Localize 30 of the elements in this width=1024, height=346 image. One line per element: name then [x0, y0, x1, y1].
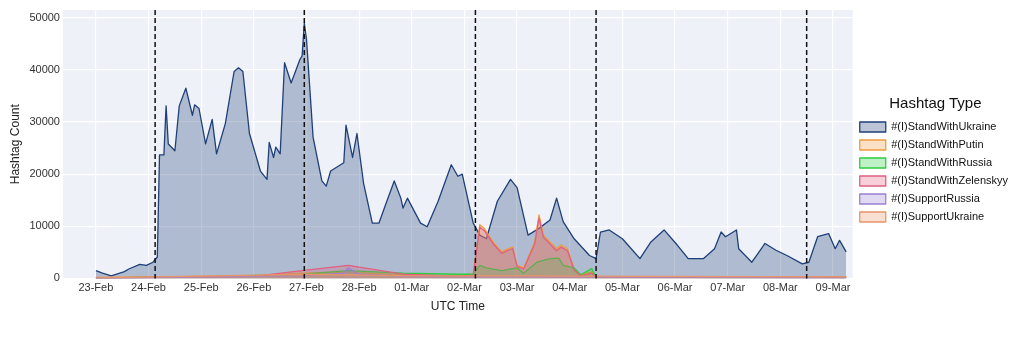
legend-label: #(I)SupportUkraine — [891, 210, 985, 223]
legend-label: #(I)StandWithUkraine — [891, 120, 997, 133]
x-tick-label: 07-Mar — [710, 281, 746, 294]
x-tick-label: 01-Mar — [394, 281, 430, 294]
y-tick-label: 40000 — [29, 62, 60, 75]
x-tick-label: 28-Feb — [341, 281, 377, 294]
x-tick-label: 09-Mar — [815, 281, 851, 294]
x-tick-label: 04-Mar — [552, 281, 588, 294]
legend-label: #(I)StandWithPutin — [891, 138, 984, 151]
x-tick-label: 24-Feb — [131, 281, 166, 294]
y-tick-label: 20000 — [29, 167, 60, 180]
x-tick-label: 25-Feb — [183, 281, 219, 294]
y-axis-title: Hashtag Count — [7, 103, 22, 185]
y-tick-label: 50000 — [29, 10, 60, 23]
x-tick-label: 26-Feb — [236, 281, 272, 294]
x-tick-label: 27-Feb — [289, 281, 324, 294]
x-tick-label: 05-Mar — [604, 281, 641, 294]
y-tick-label: 30000 — [29, 115, 60, 128]
x-tick-label: 02-Mar — [447, 281, 483, 294]
legend-label: #(I)StandWithZelenskyy — [891, 174, 1009, 187]
x-axis-title: UTC Time — [430, 299, 486, 314]
y-tick-label: 0 — [53, 271, 60, 284]
x-tick-label: 06-Mar — [657, 281, 693, 294]
legend-title: Hashtag Type — [889, 94, 982, 112]
x-tick-label: 03-Mar — [499, 281, 535, 294]
legend-label: #(I)SupportRussia — [891, 192, 981, 205]
legend-label: #(I)StandWithRussia — [891, 156, 993, 169]
y-tick-label: 10000 — [29, 219, 60, 232]
x-tick-label: 08-Mar — [762, 281, 799, 294]
x-tick-label: 23-Feb — [78, 281, 114, 294]
